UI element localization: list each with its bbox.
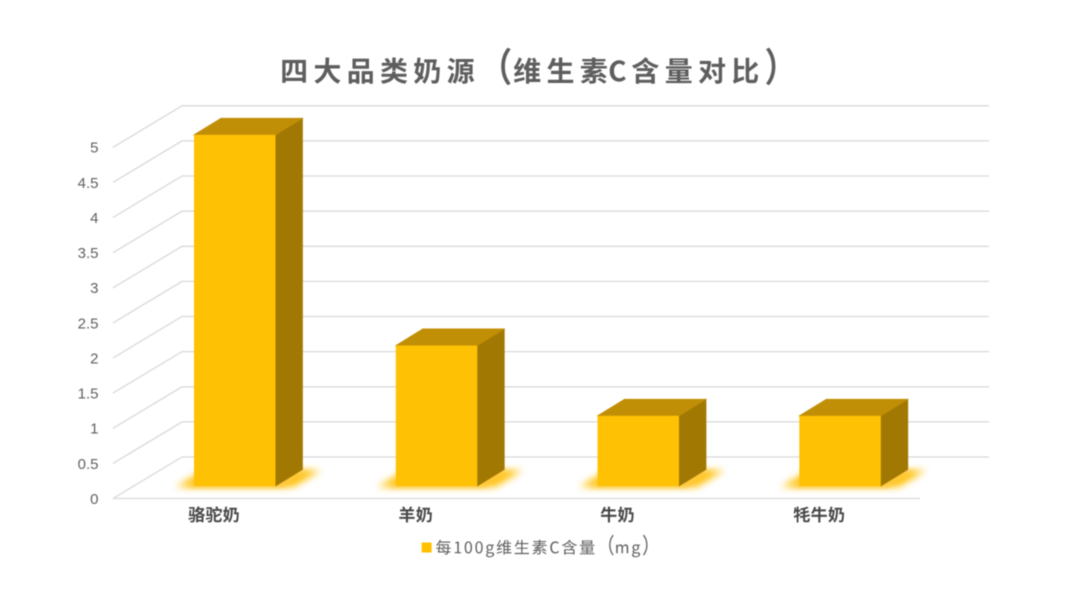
svg-text:3.5: 3.5 xyxy=(78,245,99,262)
svg-text:3: 3 xyxy=(90,280,98,297)
svg-text:2: 2 xyxy=(90,350,98,367)
svg-text:5: 5 xyxy=(90,140,98,157)
svg-text:4: 4 xyxy=(90,210,98,227)
svg-text:1: 1 xyxy=(90,421,98,438)
svg-text:0.5: 0.5 xyxy=(78,456,99,473)
svg-text:1.5: 1.5 xyxy=(78,386,99,403)
svg-text:2.5: 2.5 xyxy=(78,315,99,332)
svg-text:0: 0 xyxy=(90,491,98,508)
svg-text:4.5: 4.5 xyxy=(78,175,99,192)
